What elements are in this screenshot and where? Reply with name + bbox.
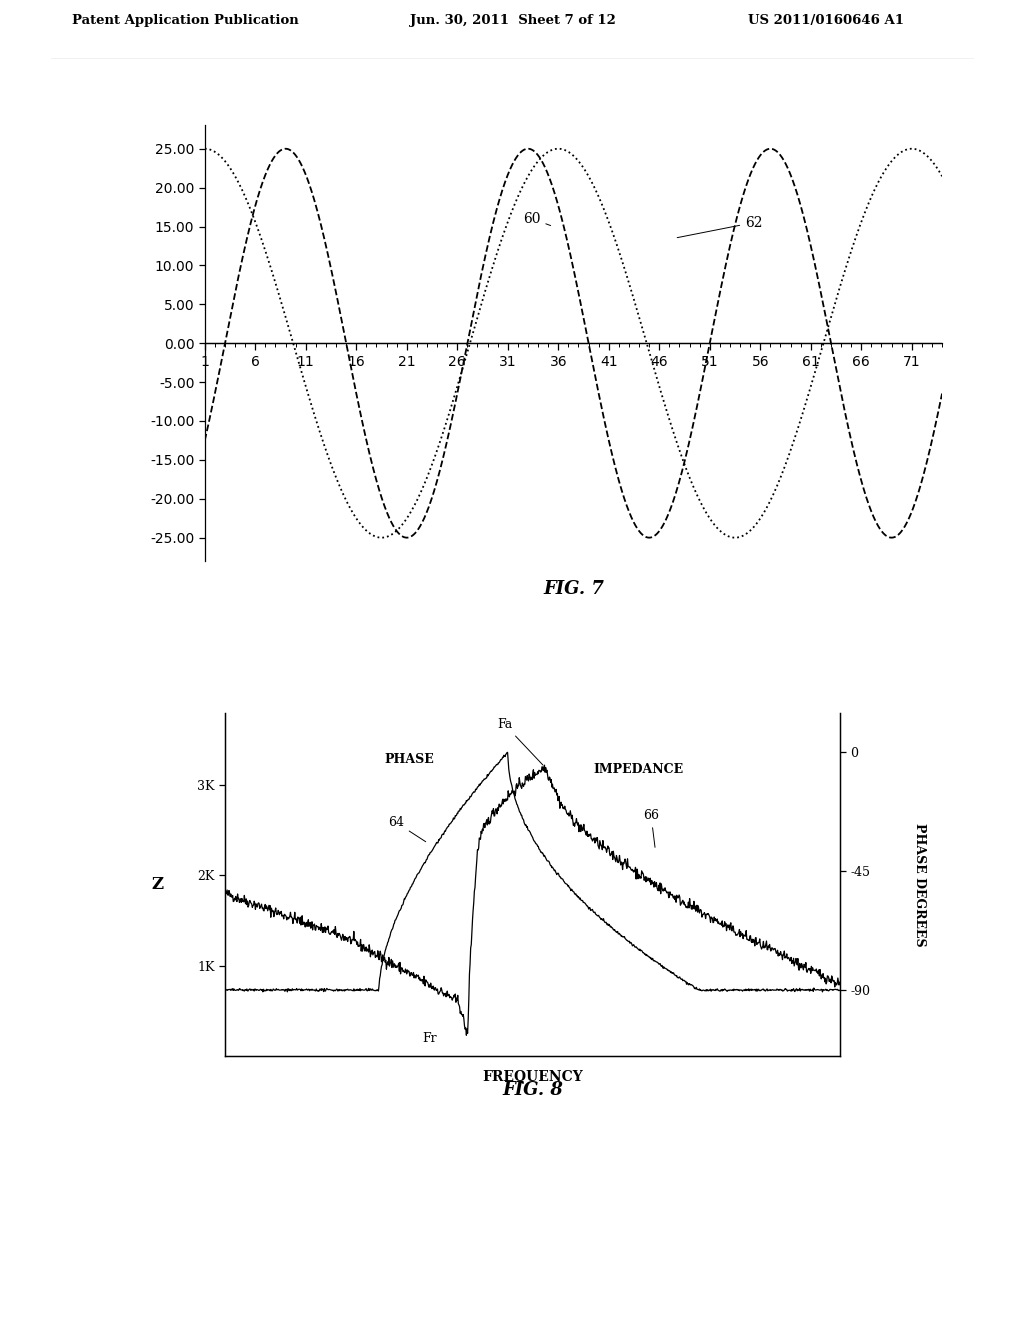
Text: 64: 64: [388, 816, 426, 842]
Text: US 2011/0160646 A1: US 2011/0160646 A1: [748, 15, 903, 28]
Text: PHASE DEGREES: PHASE DEGREES: [913, 822, 926, 946]
Text: FREQUENCY: FREQUENCY: [482, 1069, 583, 1082]
Text: 62: 62: [677, 215, 763, 238]
Text: Jun. 30, 2011  Sheet 7 of 12: Jun. 30, 2011 Sheet 7 of 12: [410, 15, 615, 28]
Text: 60: 60: [523, 211, 551, 226]
Text: 66: 66: [643, 809, 659, 847]
Text: Fa: Fa: [498, 718, 543, 766]
Text: FIG. 7: FIG. 7: [543, 579, 604, 598]
Text: Fr: Fr: [422, 1032, 436, 1045]
Text: IMPEDANCE: IMPEDANCE: [594, 763, 684, 776]
Text: FIG. 8: FIG. 8: [502, 1081, 563, 1100]
Text: PHASE: PHASE: [385, 752, 434, 766]
Text: Z: Z: [152, 876, 164, 892]
Text: Patent Application Publication: Patent Application Publication: [72, 15, 298, 28]
